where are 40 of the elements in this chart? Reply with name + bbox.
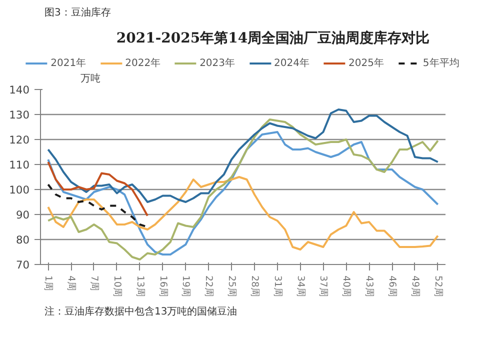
x-tick-label: 7周 [88, 276, 100, 290]
x-tick-label: 40周 [340, 276, 352, 296]
x-tick-label: 16周 [157, 276, 168, 296]
x-tick-label: 13周 [134, 276, 146, 296]
x-tick-label: 46周 [386, 276, 398, 296]
x-tick-label: 19周 [180, 276, 192, 296]
x-tick-label: 37周 [318, 276, 329, 296]
y-axis-title: 万吨 [80, 72, 100, 84]
x-tick-label: 22周 [203, 276, 214, 296]
line-series [47, 108, 439, 203]
legend-label: 2025年 [348, 57, 384, 70]
y-tick-label: 110 [9, 158, 30, 172]
x-tick-label: 49周 [409, 276, 420, 296]
y-tick-label: 80 [16, 234, 30, 246]
line-series [47, 176, 439, 250]
x-tick-label: 34周 [294, 276, 306, 296]
text: 注：豆油库存数据中包含13万吨的国储豆油 [44, 306, 238, 318]
x-tick-label: 43周 [364, 276, 375, 296]
caption: 图3：豆油库存 [44, 6, 111, 18]
x-tick-label: 10周 [111, 276, 122, 296]
line-series [47, 184, 148, 228]
x-tick-label: 4周 [66, 276, 77, 290]
x-tick-label: 25周 [226, 276, 238, 296]
legend-label: 2023年 [200, 57, 236, 70]
legend-label: 2021年 [50, 57, 86, 70]
y-tick-label: 90 [16, 208, 30, 222]
x-tick-label: 31周 [272, 276, 283, 296]
x-tick-label: 28周 [248, 276, 260, 296]
legend-label: 2024年 [274, 57, 310, 70]
legend-label: 2022年 [125, 57, 161, 70]
y-tick-label: 120 [9, 134, 30, 146]
x-tick-label: 1周 [42, 276, 54, 290]
x-tick-label: 52周 [432, 276, 444, 296]
line-series [47, 161, 148, 217]
y-tick-label: 70 [16, 258, 30, 272]
y-tick-label: 100 [9, 184, 30, 196]
y-tick-label: 130 [9, 108, 30, 122]
legend-label: 5年平均 [422, 57, 460, 70]
y-tick-label: 140 [9, 84, 30, 96]
chart-title: 2021-2025年第14周全国油厂豆油周度库存对比 [116, 30, 430, 46]
